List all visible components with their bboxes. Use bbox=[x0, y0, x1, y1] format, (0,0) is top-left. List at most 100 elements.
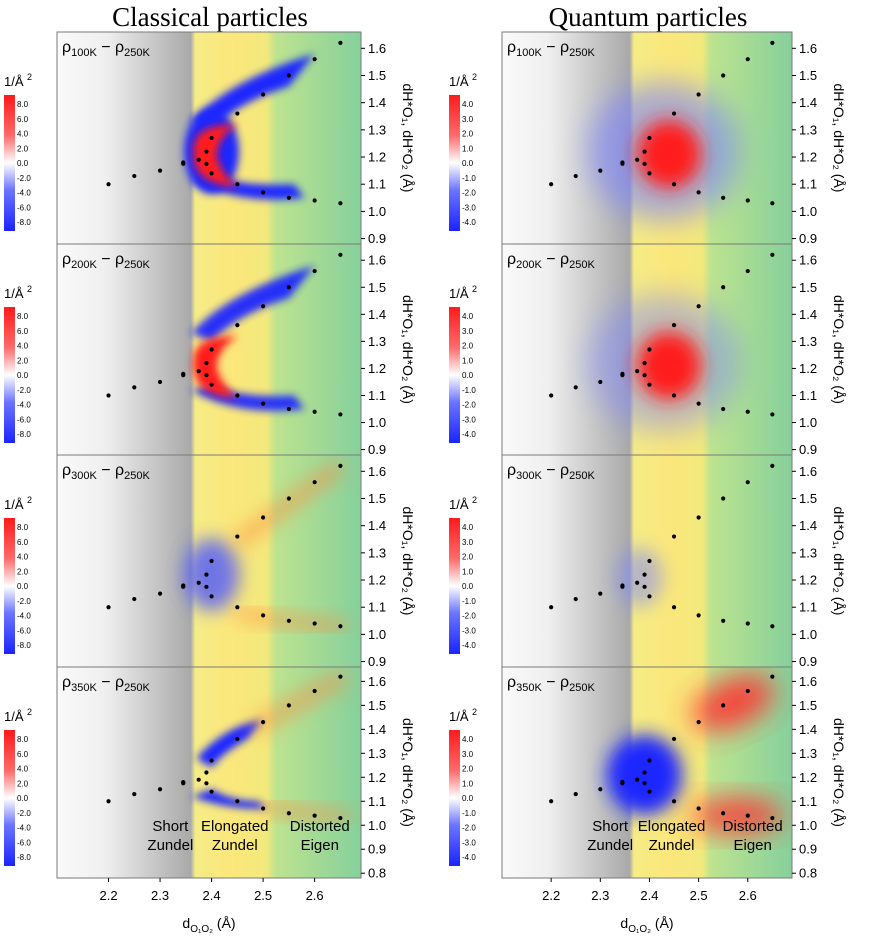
data-point bbox=[235, 736, 240, 742]
colorbar-unit-exp: 2 bbox=[27, 495, 32, 505]
colorbar-tick-label: -4.0 bbox=[462, 853, 476, 862]
y-axis-label: dH*O₁, dH*O₂ (Å) bbox=[831, 507, 847, 616]
data-point bbox=[286, 703, 291, 708]
data-point bbox=[573, 385, 578, 390]
colorbar-tick-label: 8.0 bbox=[17, 735, 29, 744]
region-label: Short bbox=[152, 818, 189, 835]
x-tick-label: 2.5 bbox=[254, 888, 272, 903]
data-point bbox=[671, 182, 677, 187]
data-point bbox=[209, 171, 214, 176]
data-point bbox=[132, 596, 137, 602]
data-point bbox=[635, 157, 640, 162]
data-point bbox=[770, 201, 775, 206]
colorbar-unit: 1/Å bbox=[449, 709, 469, 724]
data-point bbox=[770, 674, 775, 679]
colorbar-tick-label: -8.0 bbox=[17, 430, 31, 439]
colorbar-tick-label: 3.0 bbox=[462, 327, 474, 336]
data-point bbox=[209, 594, 214, 599]
data-point bbox=[338, 252, 343, 257]
y-tick-label: 1.5 bbox=[799, 491, 817, 506]
data-point bbox=[620, 779, 625, 785]
colorbar-unit: 1/Å bbox=[4, 709, 24, 724]
left-title: Classical particles bbox=[112, 2, 308, 32]
panel-label: ρ300K − ρ250K bbox=[62, 462, 151, 482]
y-tick-label: 1.5 bbox=[799, 698, 817, 713]
colorbar-tick-label: 6.0 bbox=[17, 327, 29, 336]
colorbar-tick-label: -6.0 bbox=[17, 203, 31, 212]
data-point bbox=[204, 781, 209, 786]
panel-1-0: ρ100K − ρ250K 0.9 1.0 1.1 1.2 1.3 1.4 1.5 1.6 dH*… bbox=[449, 31, 847, 246]
data-point bbox=[671, 534, 677, 539]
colorbar-tick-label: -2.0 bbox=[17, 174, 31, 183]
y-tick-label: 1.1 bbox=[368, 388, 386, 403]
colorbar-tick-label: -3.0 bbox=[462, 203, 476, 212]
y-tick-label: 1.3 bbox=[799, 545, 817, 560]
colorbar-tick-label: 2.0 bbox=[17, 356, 29, 365]
y-tick-label: 1.5 bbox=[799, 280, 817, 295]
data-point bbox=[671, 799, 677, 804]
colorbar-tick-label: 0.0 bbox=[17, 794, 29, 803]
data-point bbox=[671, 111, 677, 116]
data-point bbox=[235, 393, 240, 398]
data-point bbox=[286, 73, 291, 78]
heatmap-layer bbox=[606, 675, 785, 833]
data-point bbox=[286, 618, 291, 623]
y-tick-label: 0.9 bbox=[799, 654, 817, 669]
y-tick-label: 1.0 bbox=[799, 627, 817, 642]
data-point bbox=[549, 605, 554, 610]
y-axis-label: dH*O₁, dH*O₂ (Å) bbox=[831, 295, 847, 404]
data-point bbox=[770, 40, 775, 45]
y-tick-label: 1.2 bbox=[368, 573, 386, 588]
colorbar-tick-label: 2.0 bbox=[17, 144, 29, 153]
colorbar-unit-exp: 2 bbox=[472, 284, 477, 294]
x-tick-label: 2.2 bbox=[99, 888, 117, 903]
y-tick-label: 1.0 bbox=[368, 204, 386, 219]
data-point bbox=[745, 480, 750, 485]
data-point bbox=[573, 173, 578, 179]
data-point bbox=[647, 347, 652, 352]
negative-region bbox=[190, 789, 269, 809]
data-point bbox=[721, 811, 726, 816]
colorbar-unit: 1/Å bbox=[4, 74, 24, 89]
y-tick-label: 1.4 bbox=[368, 307, 386, 322]
y-axis-label: dH*O₁, dH*O₂ (Å) bbox=[400, 295, 416, 404]
y-tick-label: 1.2 bbox=[799, 770, 817, 785]
data-point bbox=[209, 347, 214, 352]
y-tick-label: 1.6 bbox=[799, 41, 817, 56]
colorbar-tick-label: 2.0 bbox=[17, 567, 29, 576]
colorbar-tick-label: 1.0 bbox=[462, 779, 474, 788]
positive-region bbox=[692, 675, 774, 731]
data-point bbox=[204, 584, 209, 589]
data-point bbox=[132, 791, 137, 797]
data-point bbox=[106, 605, 111, 610]
colorbar-unit: 1/Å bbox=[4, 497, 24, 512]
colorbar-tick-label: 4.0 bbox=[17, 130, 29, 139]
data-point bbox=[647, 789, 652, 794]
panel-label: ρ200K − ρ250K bbox=[62, 251, 151, 271]
data-point bbox=[338, 624, 343, 629]
y-tick-label: 0.9 bbox=[799, 842, 817, 857]
data-point bbox=[696, 401, 701, 406]
region-label: Elongated bbox=[201, 818, 269, 835]
heatmap-layer bbox=[588, 293, 740, 433]
data-point bbox=[312, 813, 317, 818]
panel-label: ρ300K − ρ250K bbox=[507, 462, 596, 482]
data-point bbox=[721, 618, 726, 623]
colorbar-tick-label: 0.0 bbox=[17, 582, 29, 591]
panel-1-3: ρ350K − ρ250K 0.8 0.9 1.0 1.1 1.2 1.3 1.4 1.5 1.6… bbox=[449, 666, 847, 935]
data-point bbox=[312, 268, 317, 274]
right-title: Quantum particles bbox=[549, 2, 748, 32]
y-tick-label: 1.3 bbox=[368, 122, 386, 137]
y-tick-label: 1.3 bbox=[368, 334, 386, 349]
negative-region bbox=[196, 719, 264, 768]
data-point bbox=[647, 558, 652, 564]
data-point bbox=[721, 496, 726, 501]
y-tick-label: 0.9 bbox=[368, 842, 386, 857]
y-tick-label: 1.5 bbox=[368, 68, 386, 83]
y-tick-label: 0.9 bbox=[799, 231, 817, 246]
data-point bbox=[235, 111, 240, 116]
colorbar bbox=[449, 95, 460, 231]
negative-region bbox=[190, 265, 315, 342]
y-tick-label: 1.3 bbox=[799, 334, 817, 349]
colorbar bbox=[4, 307, 15, 443]
